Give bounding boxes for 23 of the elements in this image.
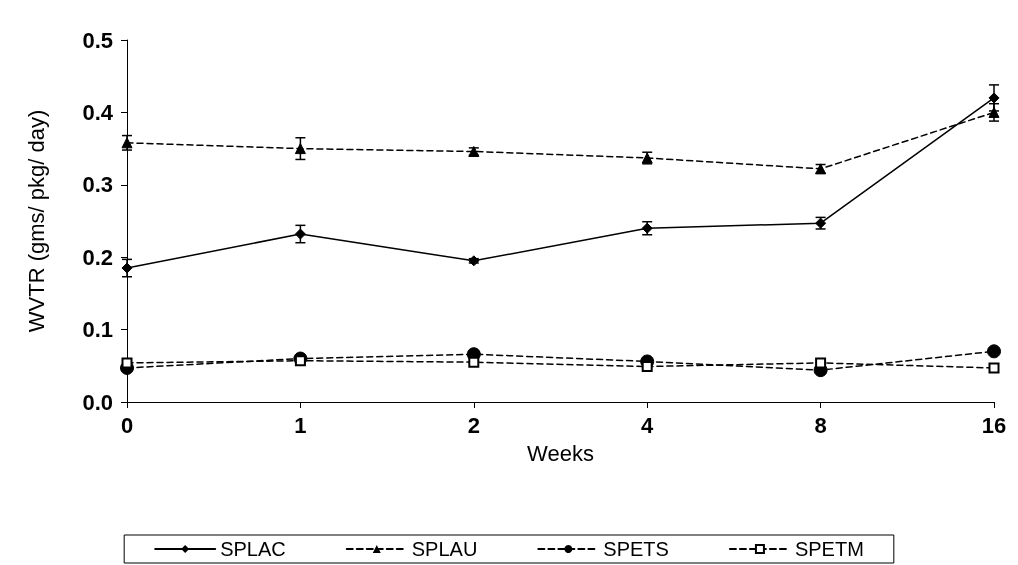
x-tick-label: 8 xyxy=(814,412,827,438)
x-axis-title: Weeks xyxy=(527,440,594,466)
legend-label: SPETM xyxy=(794,538,864,560)
x-tick-label: 2 xyxy=(467,412,480,438)
legend-label: SPLAU xyxy=(411,538,478,560)
y-axis-title: WVTR (gms/ pkg/ day) xyxy=(23,109,49,333)
y-tick-label: 0.5 xyxy=(82,27,113,53)
y-tick-label: 0.4 xyxy=(82,99,114,125)
x-tick-label: 4 xyxy=(641,412,655,438)
y-tick-label: 0.3 xyxy=(82,172,113,198)
y-tick-label: 0.1 xyxy=(82,317,113,343)
point xyxy=(294,228,306,240)
point xyxy=(988,362,1000,374)
legend-label: SPLAC xyxy=(220,538,286,560)
x-tick-label: 16 xyxy=(981,412,1007,438)
point xyxy=(987,344,1001,359)
point xyxy=(468,356,480,368)
point xyxy=(294,143,306,155)
x-tick-label: 1 xyxy=(294,412,307,438)
legend-label: SPETS xyxy=(603,538,669,560)
x-tick-label: 0 xyxy=(120,412,134,438)
y-tick-label: 0.2 xyxy=(82,244,113,270)
y-tick-label: 0.0 xyxy=(82,389,113,415)
